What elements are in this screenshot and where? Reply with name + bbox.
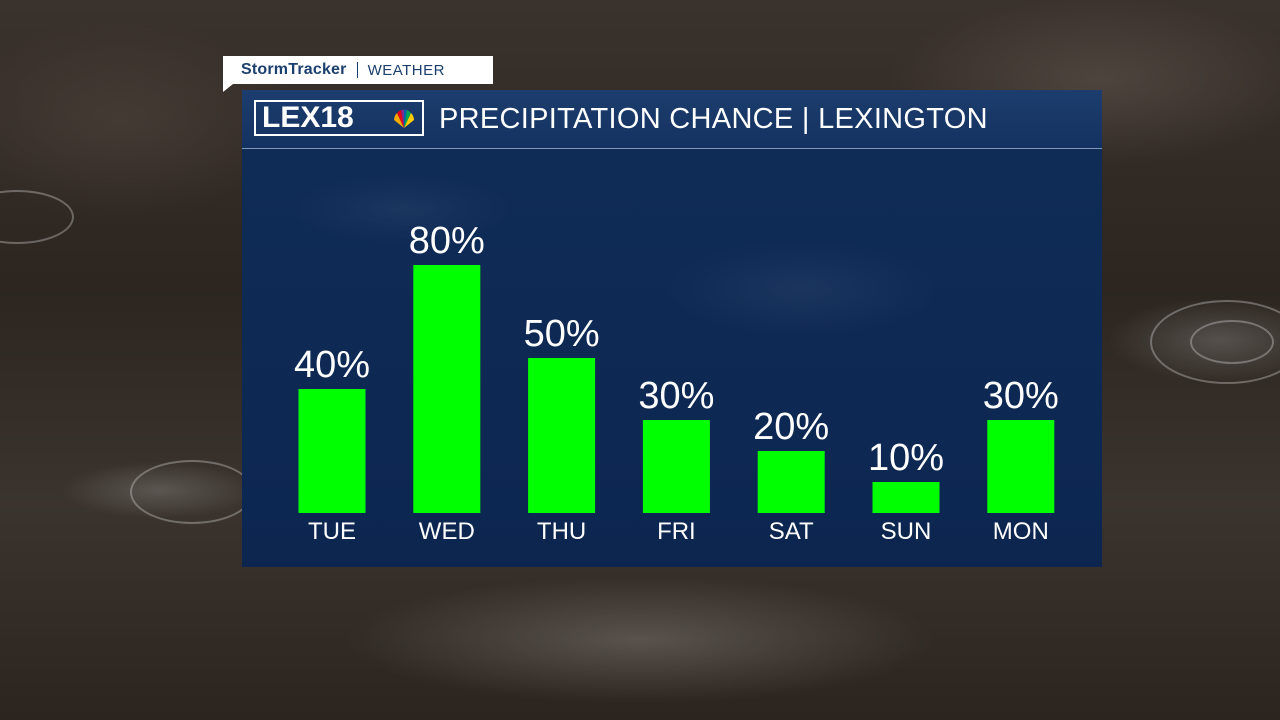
value-label-wed: 80% <box>409 220 485 262</box>
value-label-sun: 10% <box>868 437 944 479</box>
category-label-tue: TUE <box>308 518 356 545</box>
category-label-wed: WED <box>419 518 475 545</box>
bar-sun <box>872 482 940 513</box>
chart-area: 40% TUE 80% WED 50% THU 30% FRI 20% SAT 10% SUN 30% M… <box>242 149 1102 567</box>
background-ripple <box>130 460 254 524</box>
bar-sat <box>757 451 825 513</box>
category-label-sun: SUN <box>881 518 932 545</box>
station-logo: LEX18 <box>254 100 424 136</box>
bar-wed <box>413 265 481 513</box>
value-label-thu: 50% <box>524 313 600 355</box>
chart-title: PRECIPITATION CHANCE | LEXINGTON <box>439 103 988 135</box>
background-ripple <box>0 190 74 244</box>
bar-mon <box>987 420 1055 513</box>
stormtracker-label: StormTracker <box>241 61 347 78</box>
background-ripple <box>1150 300 1280 384</box>
bar-thu <box>528 358 596 513</box>
precipitation-bar-chart: 40% TUE 80% WED 50% THU 30% FRI 20% SAT 10% SUN 30% M… <box>294 220 1059 545</box>
value-label-fri: 30% <box>638 375 714 417</box>
panel-header: LEX18 PRECIPITATION CHANCE | LEXINGTON <box>242 90 1102 149</box>
category-label-fri: FRI <box>657 518 696 545</box>
forecast-panel: LEX18 PRECIPITATION CHANCE | LEXINGTON 4… <box>242 90 1102 567</box>
stormtracker-weather-tag: StormTracker WEATHER <box>223 56 493 92</box>
weather-label: WEATHER <box>367 61 445 79</box>
bar-fri <box>642 420 710 513</box>
station-logo-text: LEX18 <box>262 101 354 134</box>
value-label-sat: 20% <box>753 406 829 448</box>
category-label-mon: MON <box>993 518 1049 545</box>
value-label-tue: 40% <box>294 344 370 386</box>
value-label-mon: 30% <box>983 375 1059 417</box>
nbc-peacock-icon <box>394 109 414 128</box>
bar-tue <box>298 389 366 513</box>
tag-divider <box>356 62 358 78</box>
background-ripple <box>1190 320 1274 364</box>
category-label-thu: THU <box>537 518 586 545</box>
tag-notch <box>223 84 233 92</box>
category-label-sat: SAT <box>769 518 814 545</box>
